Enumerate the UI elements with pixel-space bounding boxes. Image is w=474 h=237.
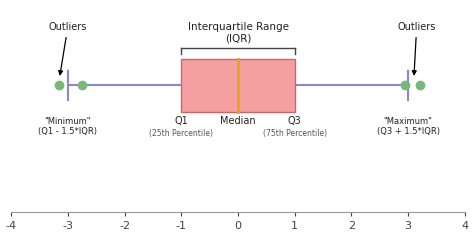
Text: Interquartile Range
(IQR): Interquartile Range (IQR) (188, 22, 289, 44)
Text: Outliers: Outliers (398, 22, 436, 75)
Text: Q1: Q1 (174, 116, 188, 126)
Text: "Maximum"
(Q3 + 1.5*IQR): "Maximum" (Q3 + 1.5*IQR) (377, 117, 440, 136)
Text: Median: Median (220, 116, 256, 126)
Text: (25th Percentile): (25th Percentile) (149, 129, 213, 138)
Text: (75th Percentile): (75th Percentile) (263, 129, 327, 138)
Text: Outliers: Outliers (49, 22, 87, 75)
Bar (181, 59, 295, 112)
Text: Q3: Q3 (288, 116, 301, 126)
Text: "Minimum"
(Q1 - 1.5*IQR): "Minimum" (Q1 - 1.5*IQR) (38, 117, 97, 136)
